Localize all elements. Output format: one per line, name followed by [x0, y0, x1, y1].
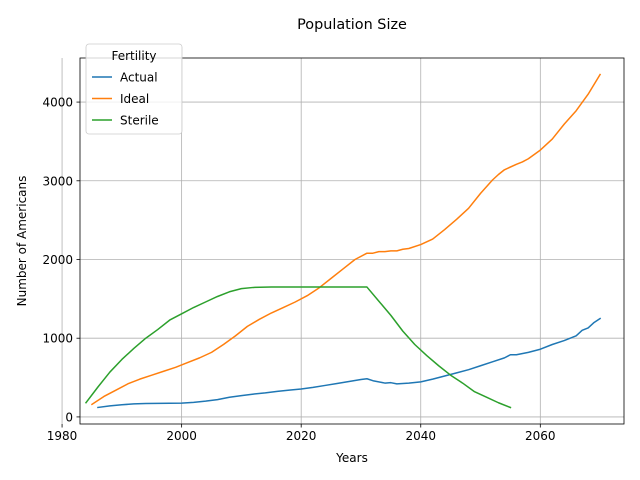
legend-label-ideal: Ideal: [120, 92, 149, 106]
legend-label-sterile: Sterile: [120, 114, 159, 128]
legend-box: [85, 43, 183, 135]
x-tick-label: 2020: [286, 429, 317, 443]
series-line-actual: [97, 317, 602, 409]
series-line-sterile: [84, 286, 512, 409]
x-tick-label: 2040: [405, 429, 436, 443]
x-tick-label: 1980: [47, 429, 78, 443]
x-axis-label: Years: [335, 451, 368, 465]
series-line-ideal: [90, 73, 602, 406]
chart-title: Population Size: [297, 17, 407, 33]
grid-lines: [61, 58, 624, 424]
y-axis-label: Number of Americans: [15, 176, 29, 307]
y-tick-label: 0: [65, 410, 73, 424]
plot-frame: [79, 57, 625, 425]
y-axis-ticks: 0 1000 2000 3000 4000: [42, 96, 80, 424]
series-lines: [84, 73, 602, 409]
legend-title: Fertility: [111, 49, 156, 63]
x-axis-ticks: 1980 2000 2020 2040 2060: [47, 424, 556, 443]
y-tick-label: 2000: [42, 253, 73, 267]
legend: Fertility Actual Ideal Sterile: [85, 43, 183, 135]
x-tick-label: 2060: [525, 429, 556, 443]
x-tick-label: 2000: [166, 429, 197, 443]
y-tick-label: 4000: [42, 96, 73, 110]
y-tick-label: 3000: [42, 174, 73, 188]
legend-label-actual: Actual: [120, 71, 158, 85]
y-tick-label: 1000: [42, 332, 73, 346]
